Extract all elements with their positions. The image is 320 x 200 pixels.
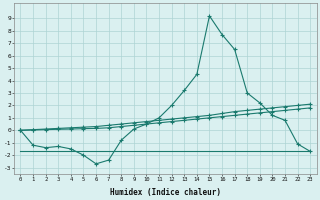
- X-axis label: Humidex (Indice chaleur): Humidex (Indice chaleur): [110, 188, 221, 197]
